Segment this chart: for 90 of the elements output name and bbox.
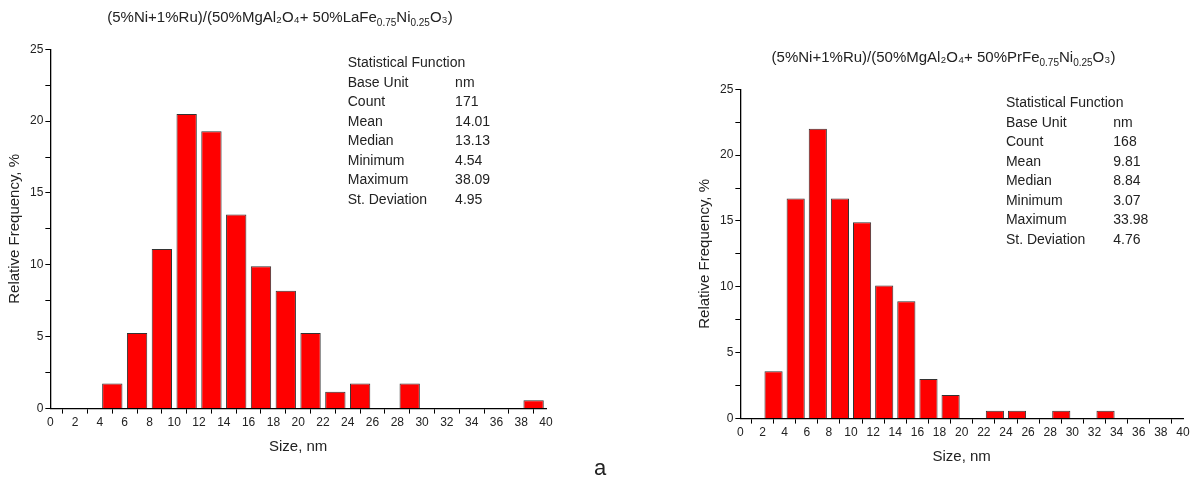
- x-tick-label: 2: [759, 425, 767, 440]
- y-tick-label: 20: [29, 113, 44, 128]
- annotation: 3.07: [1112, 190, 1142, 210]
- x-tick-label: 10: [167, 415, 182, 430]
- x-tick-label: 34: [464, 415, 479, 430]
- text: a: [592, 455, 608, 481]
- annotation: 4.95: [454, 189, 484, 209]
- annotation: St. Deviation: [347, 189, 428, 209]
- x-tick-label: 28: [1043, 425, 1058, 440]
- x-tick-label: 10: [844, 425, 858, 440]
- annotation: 8.84: [1112, 171, 1142, 191]
- annotation: 171: [454, 92, 480, 112]
- x-tick-label: 18: [266, 415, 281, 430]
- x-tick-label: 6: [803, 425, 811, 440]
- annotation: Count: [1005, 132, 1045, 152]
- y-tick-label: 5: [726, 345, 734, 360]
- x-tick-label: 8: [825, 425, 833, 440]
- y-tick-label: 20: [719, 147, 734, 162]
- annotation: 4.54: [454, 150, 484, 170]
- x-tick-label: 0: [737, 425, 744, 440]
- x-tick-label: 16: [910, 425, 925, 440]
- x-tick-label: 12: [192, 415, 207, 430]
- y-tick-label: 25: [719, 81, 734, 96]
- x-tick-label: 40: [1176, 425, 1190, 440]
- y-tick-label: 25: [29, 41, 44, 56]
- chart-title: (5%Ni+1%Ru)/(50%MgAl₂O₄+ 50%PrFe$_{0.75}$Ni$_{0.25}$O₃): [770, 48, 1117, 68]
- y-axis-title: Relative Frequency, %: [5, 154, 23, 304]
- x-tick-label: 12: [866, 425, 881, 440]
- annotation: Statistical Function: [1005, 93, 1125, 113]
- x-tick-label: 22: [316, 415, 330, 430]
- annotation: Minimum: [347, 150, 406, 170]
- x-tick-label: 4: [781, 425, 789, 440]
- annotation: 38.09: [454, 170, 491, 190]
- x-tick-label: 34: [1109, 425, 1124, 440]
- annotation: 14.01: [454, 111, 491, 131]
- x-tick-label: 26: [365, 415, 380, 430]
- y-tick-label: 10: [719, 279, 734, 294]
- x-tick-label: 38: [1154, 425, 1168, 440]
- annotation: Statistical Function: [347, 53, 467, 73]
- annotation: Base Unit: [1005, 112, 1068, 132]
- x-tick-label: 18: [932, 425, 947, 440]
- y-tick-label: 0: [36, 400, 44, 415]
- annotation: Mean: [1005, 151, 1042, 171]
- y-tick-label: 15: [29, 185, 44, 200]
- annotation: Mean: [347, 111, 384, 131]
- x-tick-label: 32: [440, 415, 454, 430]
- annotation: Maximum: [347, 170, 410, 190]
- x-tick-label: 16: [241, 415, 256, 430]
- x-tick-label: 40: [539, 415, 553, 430]
- annotation: St. Deviation: [1005, 229, 1086, 249]
- x-tick-label: 4: [96, 415, 104, 430]
- annotation: 168: [1112, 132, 1138, 152]
- x-tick-label: 30: [1065, 425, 1080, 440]
- x-tick-label: 14: [888, 425, 903, 440]
- annotation: Base Unit: [347, 72, 410, 92]
- annotation: 9.81: [1112, 151, 1142, 171]
- annotation: Maximum: [1005, 210, 1068, 230]
- y-tick-label: 15: [719, 213, 734, 228]
- x-tick-label: 36: [489, 415, 504, 430]
- x-tick-label: 0: [47, 415, 54, 430]
- annotation: nm: [1112, 112, 1134, 132]
- x-axis-title: Size, nm: [932, 447, 991, 465]
- x-tick-label: 30: [415, 415, 430, 430]
- x-tick-label: 36: [1132, 425, 1146, 440]
- annotation: Median: [1005, 171, 1053, 191]
- x-tick-label: 8: [146, 415, 154, 430]
- annotation: 4.76: [1112, 229, 1142, 249]
- y-axis-title: Relative Frequency, %: [695, 179, 713, 329]
- y-tick-label: 5: [36, 329, 44, 344]
- x-axis-title: Size, nm: [268, 437, 328, 455]
- x-tick-label: 24: [341, 415, 355, 430]
- x-tick-label: 24: [999, 425, 1013, 440]
- x-tick-label: 20: [291, 415, 306, 430]
- x-tick-label: 28: [390, 415, 405, 430]
- annotation: Minimum: [1005, 190, 1064, 210]
- x-tick-label: 6: [121, 415, 129, 430]
- y-tick-label: 10: [29, 257, 44, 272]
- x-tick-label: 38: [514, 415, 529, 430]
- annotation: 13.13: [454, 131, 491, 151]
- annotation: Median: [347, 131, 395, 151]
- chart-title: (5%Ni+1%Ru)/(50%MgAl₂O₄+ 50%LaFe$_{0.75}$Ni$_{0.25}$O₃): [106, 8, 454, 28]
- x-tick-label: 2: [71, 415, 79, 430]
- x-tick-label: 22: [977, 425, 991, 440]
- annotation: Count: [347, 92, 387, 112]
- annotation: 33.98: [1112, 210, 1149, 230]
- x-tick-label: 32: [1087, 425, 1102, 440]
- x-tick-label: 14: [217, 415, 231, 430]
- x-tick-label: 20: [954, 425, 969, 440]
- x-tick-label: 26: [1021, 425, 1036, 440]
- annotation: nm: [454, 72, 476, 92]
